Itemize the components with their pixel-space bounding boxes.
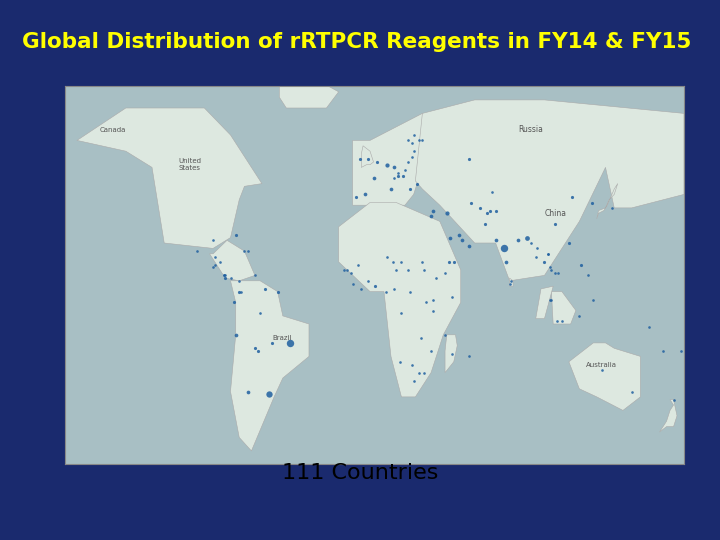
Text: China: China [544,209,567,218]
Text: Global Distribution of rRTPCR Reagents in FY14 & FY15: Global Distribution of rRTPCR Reagents i… [22,31,691,52]
Text: Russia: Russia [518,125,543,134]
Text: 111 Countries: 111 Countries [282,463,438,483]
Text: United
States: United States [178,158,201,171]
Text: Canada: Canada [99,127,126,133]
Text: Australia: Australia [586,362,617,368]
Text: Brazil: Brazil [272,335,292,341]
